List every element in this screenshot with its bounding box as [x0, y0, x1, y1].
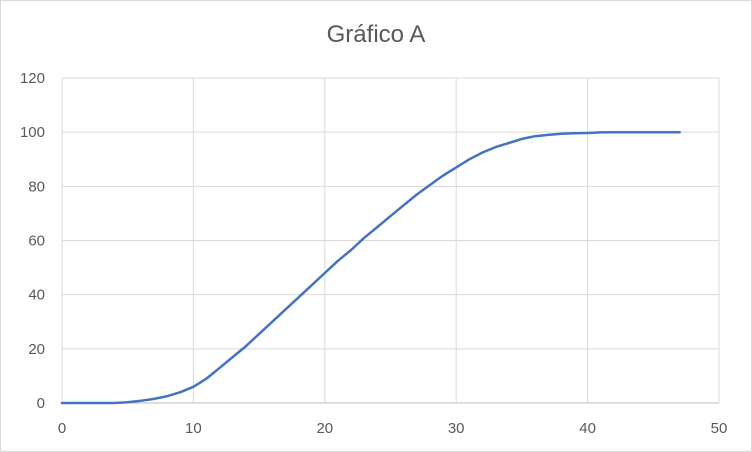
chart-title: Gráfico A: [326, 21, 426, 48]
series-line: [60, 130, 681, 405]
y-tick-label: 120: [20, 70, 45, 87]
y-tick-label: 20: [28, 341, 45, 358]
y-tick-label: 40: [28, 287, 45, 304]
x-tick-label: 50: [711, 420, 728, 437]
y-tick-label: 60: [28, 233, 45, 250]
y-tick-label: 100: [20, 124, 45, 141]
x-tick-label: 10: [185, 420, 202, 437]
x-tick-label: 40: [579, 420, 596, 437]
x-tick-label: 0: [58, 420, 66, 437]
x-tick-label: 30: [448, 420, 465, 437]
y-tick-label: 80: [28, 178, 45, 195]
x-tick-label: 20: [316, 420, 333, 437]
y-tick-label: 0: [37, 395, 45, 412]
